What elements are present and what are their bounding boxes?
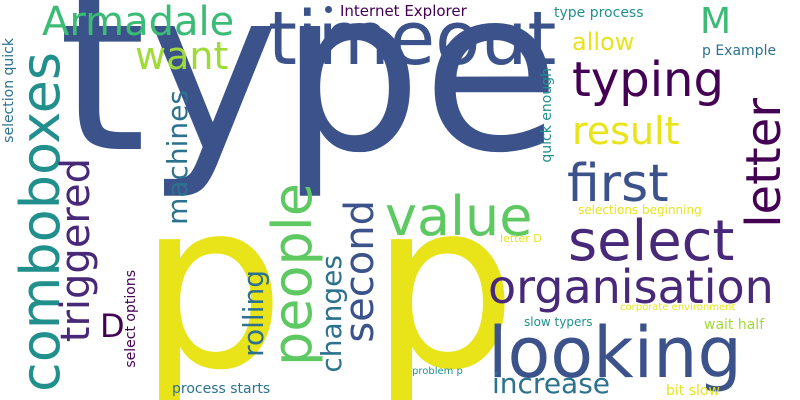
word-p: p xyxy=(370,151,518,400)
word-letter: letter xyxy=(736,98,792,228)
word-slow-typers: slow typers xyxy=(524,315,593,329)
word-p-example: p Example xyxy=(702,43,777,59)
word-changes: changes xyxy=(315,255,348,373)
word-selection-quick: selection quick xyxy=(1,38,17,143)
word-select: select xyxy=(568,209,735,274)
word-letter-d: letter D xyxy=(500,232,542,245)
word-result: result xyxy=(572,109,680,153)
word-bit-slow: bit slow xyxy=(666,383,720,399)
word-corporate-environment: corporate environment xyxy=(620,302,736,313)
word-looking: looking xyxy=(488,312,742,394)
word-d: D xyxy=(100,307,125,345)
dot-mark xyxy=(325,6,332,13)
word-first: first xyxy=(567,154,669,214)
word-wait-half: wait half xyxy=(704,317,765,333)
word-timeout: timeout xyxy=(268,0,557,82)
word-want: want xyxy=(135,34,229,78)
word-selections-beginning: selections beginning xyxy=(578,203,702,217)
word-allow: allow xyxy=(572,28,635,56)
word-type-process: type process xyxy=(554,5,644,21)
word-value: value xyxy=(385,185,533,248)
word-organisation: organisation xyxy=(488,260,774,314)
word-type: type xyxy=(58,0,561,203)
word-machines: machines xyxy=(161,90,194,225)
word-quick-enough: quick enough xyxy=(539,68,555,163)
word-armadale: Armadale xyxy=(42,0,235,45)
word-people: people xyxy=(261,183,324,367)
word-triggered: triggered xyxy=(53,158,99,343)
word-m: M xyxy=(700,1,732,42)
word-typing: typing xyxy=(572,52,724,108)
word-problem-p: problem p xyxy=(412,366,463,377)
word-increase: increase xyxy=(492,367,611,400)
word-internet-explorer: Internet Explorer xyxy=(340,2,467,20)
word-process-starts: process starts xyxy=(172,381,271,397)
word-select-options: select options xyxy=(123,270,139,368)
word-rolling: rolling xyxy=(237,270,270,357)
word-p: p xyxy=(138,151,286,400)
